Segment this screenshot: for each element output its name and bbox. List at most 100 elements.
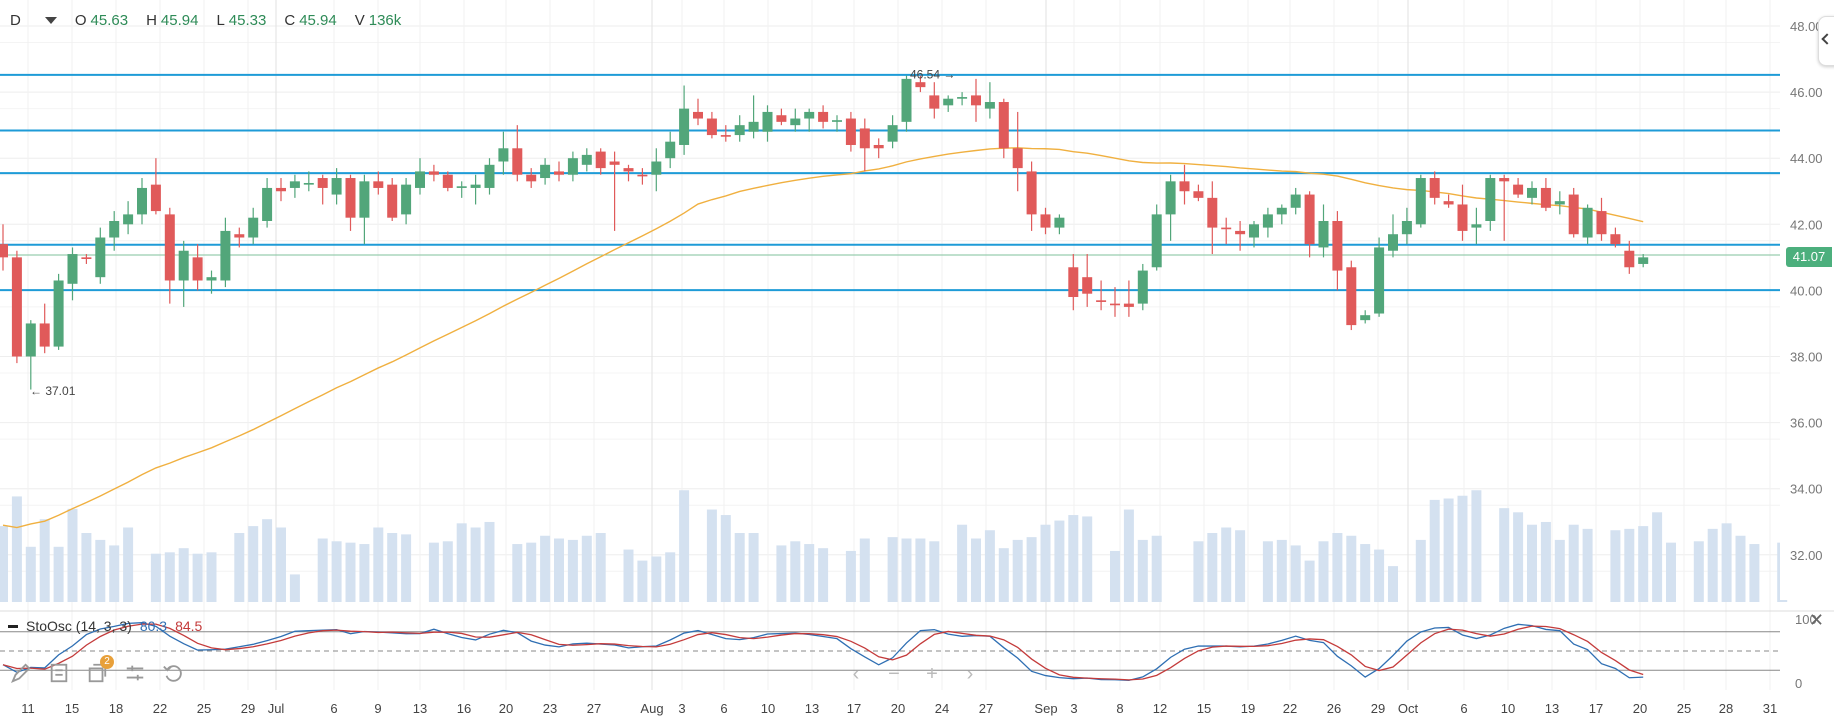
volume-bar bbox=[206, 552, 217, 602]
time-tick-label: 17 bbox=[1589, 701, 1603, 716]
annotations: 46.54 → ← 37.01 bbox=[30, 67, 955, 398]
volume-bar bbox=[581, 535, 592, 602]
volume-bar bbox=[1360, 544, 1371, 602]
zoom-out-icon[interactable]: − bbox=[888, 663, 900, 685]
candle-body bbox=[776, 115, 787, 122]
volume-bar bbox=[595, 533, 606, 602]
time-tick-label: 17 bbox=[847, 701, 861, 716]
candle-body bbox=[929, 95, 940, 109]
candle-body bbox=[373, 181, 384, 188]
time-tick-label: 6 bbox=[330, 701, 337, 716]
volume-bar bbox=[1624, 528, 1635, 602]
time-tick-label: 25 bbox=[1677, 701, 1691, 716]
volume-bar bbox=[345, 542, 356, 602]
price-tick-label: 36.00 bbox=[1790, 416, 1823, 431]
volume-bar bbox=[1707, 528, 1718, 602]
close-value: 45.94 bbox=[299, 12, 337, 29]
time-tick-label: 12 bbox=[1153, 701, 1167, 716]
time-tick-label: Jul bbox=[268, 701, 285, 716]
collapse-panel-icon[interactable] bbox=[1818, 16, 1834, 66]
volume-bar bbox=[1693, 541, 1704, 602]
time-tick-label: 20 bbox=[499, 701, 513, 716]
volume-bar bbox=[0, 526, 8, 602]
volume-bar bbox=[859, 538, 870, 602]
volume-bar bbox=[887, 537, 898, 602]
volume-bar bbox=[1666, 542, 1676, 602]
volume-bar bbox=[359, 544, 370, 602]
candle-body bbox=[317, 178, 328, 188]
volume-bar bbox=[1082, 516, 1093, 602]
time-tick-label: 13 bbox=[413, 701, 427, 716]
volume-bar bbox=[317, 538, 328, 602]
candle-body bbox=[1346, 267, 1357, 326]
volume-bar bbox=[289, 574, 300, 602]
candle-body bbox=[428, 171, 439, 175]
candle-body bbox=[1429, 178, 1440, 198]
candle-body bbox=[804, 111, 815, 119]
scroll-right-icon[interactable]: › bbox=[966, 663, 974, 685]
volume-bar bbox=[1235, 530, 1246, 602]
volume-label: V bbox=[354, 12, 365, 29]
price-tick-label: 42.00 bbox=[1790, 217, 1823, 232]
candle-body bbox=[206, 277, 217, 281]
candle-body bbox=[1026, 171, 1037, 215]
volume-value: 136k bbox=[368, 12, 402, 29]
candle-body bbox=[554, 171, 564, 175]
candle-body bbox=[540, 164, 551, 179]
candle-body bbox=[1401, 220, 1412, 235]
close-indicator-icon[interactable]: ✕ bbox=[1808, 610, 1824, 630]
candle-body bbox=[1207, 197, 1218, 228]
time-tick-label: 27 bbox=[587, 701, 601, 716]
low-value: 45.33 bbox=[228, 12, 267, 29]
settings-sliders-icon[interactable] bbox=[122, 660, 148, 686]
candle-body bbox=[832, 120, 842, 122]
time-tick-label: 13 bbox=[805, 701, 819, 716]
candle-body bbox=[1457, 204, 1468, 231]
volume-bar bbox=[748, 533, 759, 602]
candle-body bbox=[1582, 207, 1593, 238]
price-tick-label: 46.00 bbox=[1790, 85, 1823, 100]
time-tick-label: 28 bbox=[1719, 701, 1733, 716]
candle-body bbox=[512, 148, 523, 175]
time-tick-label: 6 bbox=[720, 701, 727, 716]
interval-dropdown-icon[interactable] bbox=[44, 17, 57, 24]
oscillator-axis-label: 0 bbox=[1795, 676, 1802, 691]
low-label: L bbox=[216, 12, 225, 29]
pencil-icon[interactable] bbox=[8, 660, 34, 686]
candle-body bbox=[957, 97, 968, 99]
volume-bar bbox=[1040, 524, 1051, 602]
volume-bar bbox=[1318, 541, 1329, 602]
volume-bar bbox=[776, 545, 787, 602]
volume-bar bbox=[1415, 539, 1426, 602]
interval-label[interactable]: D bbox=[10, 12, 21, 29]
candle-body bbox=[1471, 224, 1482, 228]
collapse-indicator-icon[interactable] bbox=[8, 624, 18, 628]
undo-icon[interactable] bbox=[160, 660, 186, 686]
zoom-in-icon[interactable]: + bbox=[926, 663, 938, 685]
candle-body bbox=[248, 217, 259, 238]
bottom-toolbar bbox=[8, 660, 186, 686]
volume-bar bbox=[971, 538, 981, 602]
volume-bar bbox=[109, 545, 120, 602]
volume-bar bbox=[540, 535, 551, 602]
candle-body bbox=[567, 158, 578, 175]
candle-body bbox=[1249, 224, 1259, 238]
volume-bar bbox=[1388, 566, 1398, 602]
volume-bar bbox=[998, 548, 1009, 602]
price-tick-label: 34.00 bbox=[1790, 482, 1823, 497]
open-value: 45.63 bbox=[90, 12, 129, 29]
volume-bar bbox=[11, 496, 22, 602]
notes-icon[interactable] bbox=[46, 660, 72, 686]
volume-bar bbox=[1429, 499, 1440, 602]
volume-bar bbox=[1304, 560, 1315, 602]
price-tick-label: 48.00 bbox=[1790, 19, 1823, 34]
volume-bar bbox=[1610, 530, 1621, 602]
candle-body bbox=[1276, 207, 1287, 215]
volume-bar bbox=[428, 542, 439, 602]
candle-body bbox=[790, 118, 801, 126]
candle-body bbox=[1262, 214, 1273, 228]
candle-body bbox=[0, 244, 8, 258]
scroll-left-icon[interactable]: ‹ bbox=[852, 663, 860, 685]
candle-body bbox=[665, 141, 676, 159]
